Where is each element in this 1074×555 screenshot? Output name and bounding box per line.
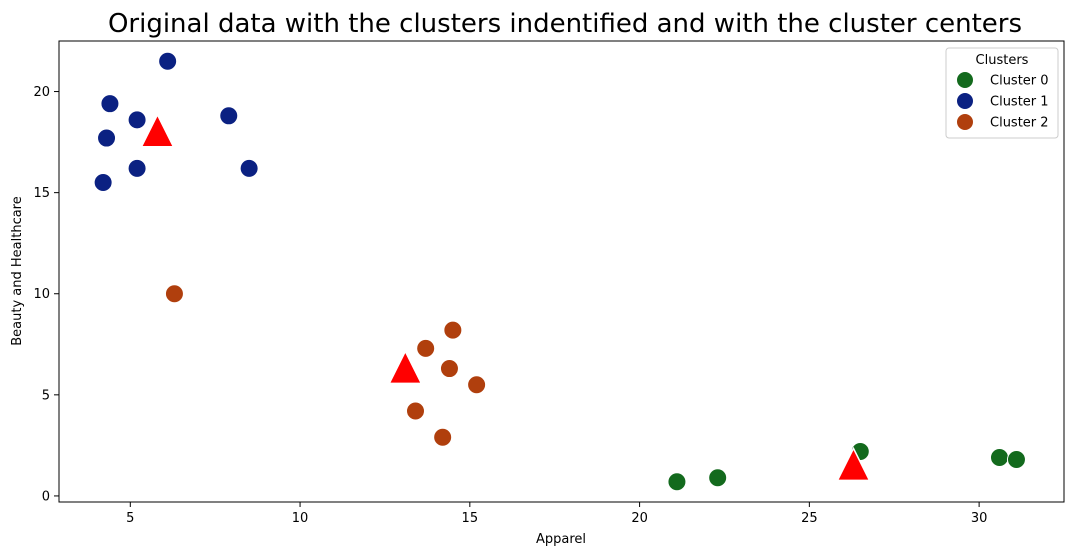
data-point-cluster-2 <box>164 284 184 304</box>
y-axis: 0 5 10 15 20 <box>33 85 59 504</box>
data-point-cluster-0 <box>667 472 687 492</box>
data-point-cluster-2 <box>433 427 453 447</box>
legend-marker-cluster-0 <box>956 71 974 89</box>
data-point-cluster-2 <box>443 320 463 340</box>
data-point-cluster-1 <box>100 94 120 114</box>
y-tick-label: 0 <box>42 489 50 504</box>
data-point-cluster-1 <box>93 173 113 193</box>
data-point-cluster-0 <box>1006 450 1026 470</box>
legend-box <box>945 47 1059 139</box>
x-tick-label: 25 <box>801 511 818 526</box>
plot-area-frame <box>58 40 1065 503</box>
x-tick-label: 10 <box>292 511 309 526</box>
y-tick-label: 15 <box>33 186 50 201</box>
y-tick-label: 5 <box>42 388 50 403</box>
cluster-center-marker <box>836 446 871 482</box>
data-point-cluster-0 <box>708 468 728 488</box>
legend-label-cluster-1: Cluster 1 <box>990 95 1049 110</box>
x-axis-label: Apparel <box>536 532 586 547</box>
data-point-cluster-2 <box>406 401 426 421</box>
data-point-cluster-2 <box>439 359 459 379</box>
legend-marker-cluster-2 <box>956 113 974 131</box>
x-tick-label: 30 <box>971 511 988 526</box>
data-point-cluster-2 <box>467 375 487 395</box>
x-tick-label: 15 <box>462 511 479 526</box>
cluster-center-marker <box>388 349 423 385</box>
data-point-cluster-0 <box>989 448 1009 468</box>
cluster-center-marker <box>140 113 175 148</box>
x-tick-label: 20 <box>631 511 648 526</box>
data-point-cluster-2 <box>416 338 436 358</box>
legend-label-cluster-0: Cluster 0 <box>990 74 1049 89</box>
data-point-cluster-1 <box>219 106 239 126</box>
data-point-cluster-1 <box>127 158 147 178</box>
legend: Clusters Cluster 0 Cluster 1 Cluster 2 <box>945 47 1059 139</box>
legend-items: Cluster 0 Cluster 1 Cluster 2 <box>956 71 1049 131</box>
data-points <box>93 51 1026 492</box>
legend-marker-cluster-1 <box>956 92 974 110</box>
x-tick-label: 5 <box>126 511 134 526</box>
y-tick-label: 10 <box>33 287 50 302</box>
legend-title: Clusters <box>976 53 1029 68</box>
y-tick-label: 20 <box>33 85 50 100</box>
x-axis: 5 10 15 20 25 30 <box>126 502 987 526</box>
y-axis-label: Beauty and Healthcare <box>10 196 25 346</box>
data-point-cluster-1 <box>239 158 259 178</box>
data-point-cluster-1 <box>158 51 178 71</box>
legend-label-cluster-2: Cluster 2 <box>990 116 1049 131</box>
chart-title: Original data with the clusters indentif… <box>108 9 1022 39</box>
data-point-cluster-1 <box>97 128 117 148</box>
data-point-cluster-1 <box>127 110 147 130</box>
cluster-centers <box>140 113 871 482</box>
